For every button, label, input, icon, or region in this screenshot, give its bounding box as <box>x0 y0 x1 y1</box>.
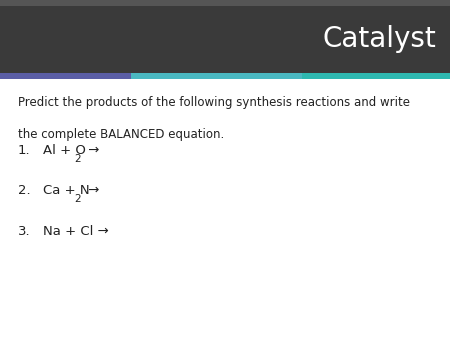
Text: 1.: 1. <box>18 144 31 157</box>
Text: Ca + N: Ca + N <box>43 185 90 197</box>
Text: Na + Cl →: Na + Cl → <box>43 225 108 238</box>
Text: Al + O: Al + O <box>43 144 86 157</box>
Bar <box>0 73 130 79</box>
Text: 2.: 2. <box>18 185 31 197</box>
Bar <box>302 73 450 79</box>
Text: 2: 2 <box>74 154 81 164</box>
Text: Catalyst: Catalyst <box>323 25 436 53</box>
Text: →: → <box>84 185 99 197</box>
Text: →: → <box>84 144 99 157</box>
Text: the complete BALANCED equation.: the complete BALANCED equation. <box>18 128 224 141</box>
Bar <box>0 6 450 73</box>
Bar <box>130 73 302 79</box>
Text: Predict the products of the following synthesis reactions and write: Predict the products of the following sy… <box>18 96 410 109</box>
Text: 2: 2 <box>74 194 81 204</box>
Bar <box>0 0 450 6</box>
Text: 3.: 3. <box>18 225 31 238</box>
